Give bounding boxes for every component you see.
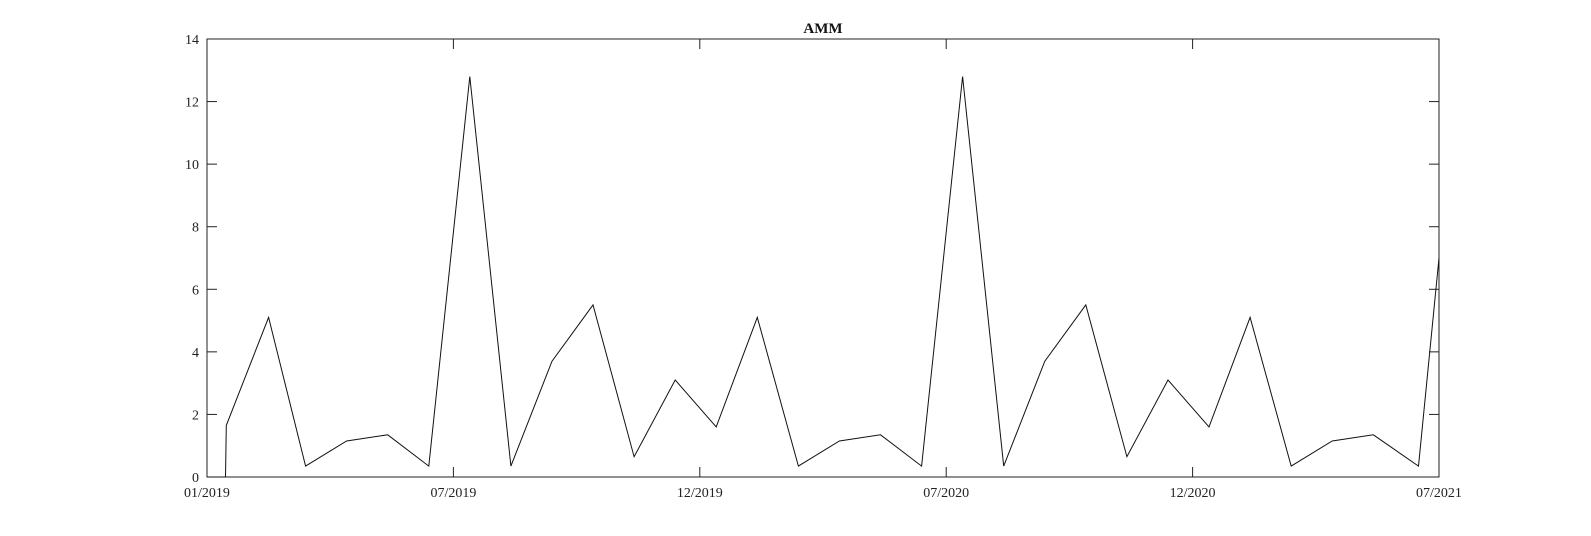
y-tick-label: 6	[192, 283, 199, 298]
x-axis: 01/2019 07/2019 12/2019 07/2020 12/2020 07/20…	[184, 39, 1462, 501]
x-tick-label: 01/2019	[184, 486, 230, 501]
series-line	[207, 76, 1440, 478]
y-tick-label: 8	[192, 221, 199, 236]
y-tick-label: 4	[192, 346, 199, 361]
y-tick-label: 14	[185, 33, 199, 48]
y-tick-label: 10	[185, 158, 199, 173]
x-tick-label: 12/2020	[1170, 486, 1216, 501]
y-axis: 0 2 4 6 8 10 12 14	[185, 33, 1439, 486]
x-tick-label: 07/2021	[1416, 486, 1462, 501]
x-tick-label: 07/2019	[430, 486, 476, 501]
plot-area-frame	[206, 38, 1440, 478]
y-tick-label: 12	[185, 96, 199, 111]
chart-title: AMM	[803, 21, 842, 37]
y-tick-label: 2	[192, 408, 199, 423]
y-tick-label: 0	[192, 471, 199, 486]
x-tick-label: 12/2019	[677, 486, 723, 501]
x-tick-label: 07/2020	[923, 486, 969, 501]
